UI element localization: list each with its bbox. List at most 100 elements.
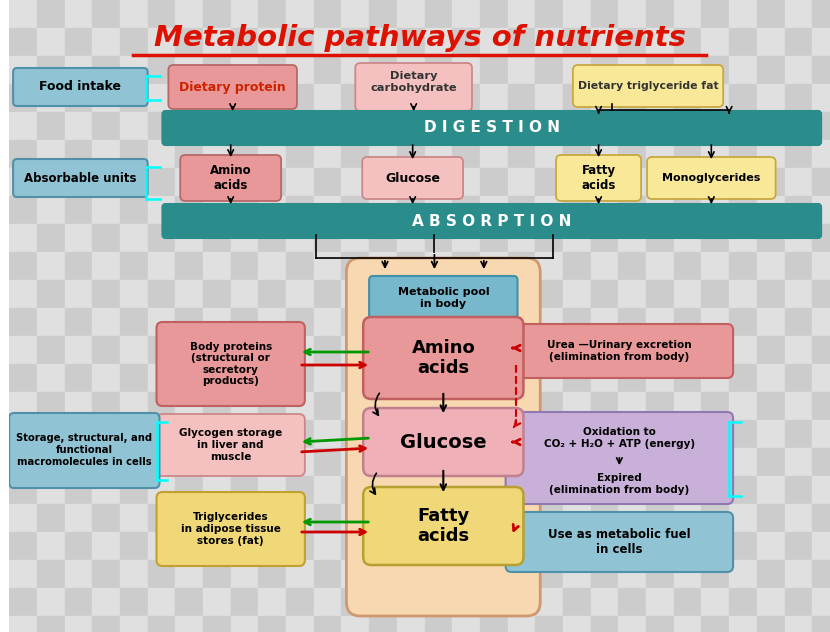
Bar: [757, 420, 784, 448]
Bar: [424, 392, 452, 420]
Bar: [729, 588, 757, 616]
Bar: [175, 364, 203, 392]
Bar: [757, 364, 784, 392]
Bar: [148, 616, 175, 632]
Bar: [203, 476, 231, 504]
Bar: [646, 56, 674, 84]
Bar: [701, 364, 729, 392]
Bar: [757, 560, 784, 588]
Bar: [258, 448, 286, 476]
Bar: [646, 308, 674, 336]
Bar: [286, 252, 314, 280]
Bar: [231, 308, 258, 336]
Bar: [203, 308, 231, 336]
Bar: [563, 252, 591, 280]
Bar: [618, 308, 646, 336]
Bar: [369, 196, 397, 224]
Bar: [65, 28, 92, 56]
Bar: [175, 588, 203, 616]
Bar: [9, 56, 37, 84]
Bar: [674, 252, 701, 280]
Bar: [314, 168, 341, 196]
Bar: [701, 504, 729, 532]
Bar: [757, 0, 784, 28]
Text: Dietary protein: Dietary protein: [179, 80, 286, 94]
Bar: [65, 168, 92, 196]
Bar: [784, 0, 813, 28]
Bar: [424, 448, 452, 476]
Bar: [37, 420, 65, 448]
Bar: [175, 84, 203, 112]
Bar: [480, 84, 508, 112]
Bar: [646, 336, 674, 364]
Bar: [65, 504, 92, 532]
Bar: [591, 504, 618, 532]
Bar: [535, 196, 563, 224]
Bar: [65, 84, 92, 112]
Bar: [175, 252, 203, 280]
Bar: [508, 392, 535, 420]
Bar: [784, 476, 813, 504]
Bar: [9, 308, 37, 336]
Bar: [591, 0, 618, 28]
Bar: [480, 364, 508, 392]
Bar: [452, 448, 480, 476]
Bar: [37, 0, 65, 28]
Bar: [646, 196, 674, 224]
Bar: [618, 140, 646, 168]
Bar: [757, 252, 784, 280]
Bar: [120, 560, 148, 588]
Bar: [231, 0, 258, 28]
Bar: [175, 0, 203, 28]
Bar: [92, 84, 120, 112]
Bar: [591, 56, 618, 84]
Bar: [9, 252, 37, 280]
Bar: [37, 252, 65, 280]
Bar: [424, 252, 452, 280]
Bar: [341, 224, 369, 252]
Bar: [175, 336, 203, 364]
Bar: [175, 280, 203, 308]
Bar: [369, 616, 397, 632]
Bar: [369, 392, 397, 420]
Bar: [258, 476, 286, 504]
Text: Metabolic pool
in body: Metabolic pool in body: [398, 287, 489, 309]
Bar: [37, 364, 65, 392]
Bar: [646, 448, 674, 476]
Bar: [424, 560, 452, 588]
Bar: [452, 364, 480, 392]
Bar: [92, 420, 120, 448]
Bar: [591, 392, 618, 420]
Bar: [37, 280, 65, 308]
Bar: [591, 420, 618, 448]
Bar: [508, 280, 535, 308]
Bar: [618, 252, 646, 280]
Bar: [258, 504, 286, 532]
Bar: [729, 560, 757, 588]
Bar: [397, 588, 424, 616]
Bar: [813, 616, 830, 632]
Text: Oxidation to
CO₂ + H₂O + ATP (energy): Oxidation to CO₂ + H₂O + ATP (energy): [544, 427, 695, 449]
Bar: [591, 308, 618, 336]
Bar: [813, 56, 830, 84]
FancyBboxPatch shape: [505, 512, 733, 572]
Bar: [784, 28, 813, 56]
Bar: [120, 140, 148, 168]
Bar: [203, 448, 231, 476]
Text: Triglycerides
in adipose tissue
stores (fat): Triglycerides in adipose tissue stores (…: [181, 513, 281, 545]
Bar: [65, 308, 92, 336]
Bar: [535, 588, 563, 616]
Bar: [286, 56, 314, 84]
Bar: [729, 112, 757, 140]
Bar: [9, 588, 37, 616]
Bar: [591, 616, 618, 632]
Bar: [231, 84, 258, 112]
Bar: [92, 308, 120, 336]
Bar: [148, 476, 175, 504]
Bar: [369, 28, 397, 56]
Bar: [92, 448, 120, 476]
Bar: [452, 588, 480, 616]
Bar: [231, 140, 258, 168]
Bar: [397, 0, 424, 28]
Bar: [92, 28, 120, 56]
